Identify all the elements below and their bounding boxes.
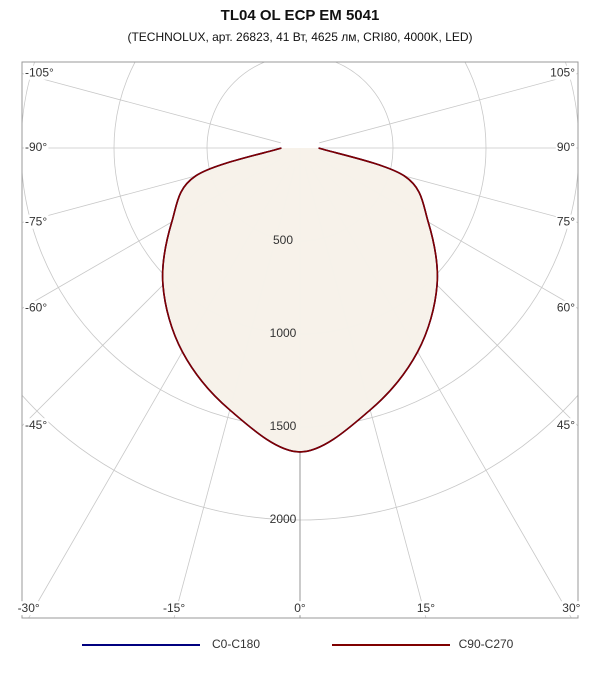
angle-tick-label: 105° bbox=[550, 66, 575, 80]
r-tick-label: 2000 bbox=[270, 512, 297, 526]
label-bg bbox=[555, 140, 577, 155]
angle-tick-label: -90° bbox=[25, 140, 47, 154]
labels: -105° -90° -75° -60° -45° -30° -15° 0° 15° 30° 45°… bbox=[16, 65, 582, 616]
grid-spoke bbox=[22, 73, 281, 144]
r-tick-label: 1500 bbox=[270, 419, 297, 433]
angle-tick-label: 15° bbox=[417, 601, 435, 615]
plot-area bbox=[22, 62, 578, 618]
angle-tick-label: 90° bbox=[557, 140, 575, 154]
angle-tick-label: 0° bbox=[294, 601, 306, 615]
angle-tick-label: -60° bbox=[25, 301, 47, 315]
angle-tick-label: -30° bbox=[18, 601, 40, 615]
angle-tick-label: -105° bbox=[25, 66, 54, 80]
legend-label: C0-C180 bbox=[212, 637, 260, 651]
angle-tick-label: 60° bbox=[557, 301, 575, 315]
label-bg bbox=[415, 601, 437, 616]
plot-frame bbox=[21, 61, 579, 619]
angle-tick-label: 30° bbox=[562, 601, 580, 615]
label-bg bbox=[24, 140, 49, 155]
grid-spoke bbox=[319, 73, 578, 144]
label-bg bbox=[161, 601, 187, 616]
angle-tick-label: -75° bbox=[25, 215, 47, 229]
angle-tick-label: 75° bbox=[557, 215, 575, 229]
intensity-area bbox=[162, 148, 438, 452]
label-bg bbox=[293, 601, 307, 616]
legend-label: C90-C270 bbox=[459, 637, 514, 651]
intensity-curve bbox=[161, 147, 439, 453]
angle-tick-label: -15° bbox=[163, 601, 185, 615]
r-tick-label: 500 bbox=[273, 233, 293, 247]
label-bg bbox=[555, 214, 577, 229]
label-bg bbox=[561, 601, 582, 616]
angle-tick-label: 45° bbox=[557, 418, 575, 432]
label-bg bbox=[555, 418, 577, 433]
chart-subtitle: (TECHNOLUX, арт. 26823, 41 Вт, 4625 лм, … bbox=[127, 30, 472, 44]
label-bg bbox=[549, 65, 577, 80]
label-bg bbox=[24, 214, 49, 229]
legend: C0-C180 C90-C270 bbox=[82, 637, 514, 651]
chart-title: TL04 OL ECP EM 5041 bbox=[221, 7, 380, 24]
r-tick-label: 1000 bbox=[270, 326, 297, 340]
label-bg bbox=[555, 300, 577, 315]
label-bg bbox=[24, 65, 56, 80]
angle-tick-label: -45° bbox=[25, 418, 47, 432]
label-bg bbox=[24, 418, 49, 433]
label-bg bbox=[16, 601, 41, 616]
label-bg bbox=[24, 300, 49, 315]
